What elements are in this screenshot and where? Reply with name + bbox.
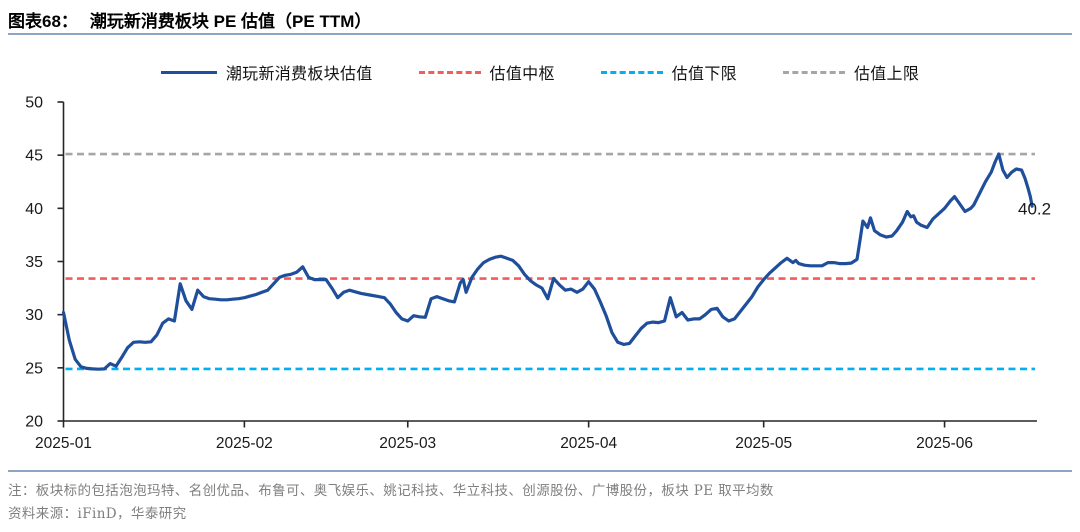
solid-line-swatch-icon [160,70,217,74]
x-tick-label: 2025-03 [379,435,436,452]
y-tick-label: 40 [25,201,43,218]
y-tick-label: 30 [25,307,43,324]
legend-label: 估值中枢 [489,66,555,83]
x-tick-label: 2025-04 [560,435,617,452]
legend-label: 潮玩新消费板块估值 [225,66,373,83]
y-tick-label: 20 [25,414,43,431]
dashed-line-swatch-icon [600,70,663,74]
dashed-line-swatch-icon [782,70,845,74]
legend-label: 估值下限 [671,66,737,83]
y-tick-label: 25 [25,360,43,377]
y-tick-label: 35 [25,254,43,271]
y-tick-label: 50 [25,95,43,112]
figure-title: 潮玩新消费板块 PE 估值（PE TTM） [89,12,372,31]
source-line: 资料来源：iFinD，华泰研究 [8,506,187,522]
x-tick-label: 2025-02 [216,435,273,452]
series-line [61,152,1034,371]
legend-item-lower: 估值下限 [600,60,737,84]
notes-divider [8,470,1072,472]
chart-legend: 潮玩新消费板块估值 估值中枢 估值下限 估值上限 [0,60,1080,84]
x-tick-label: 2025-05 [735,435,792,452]
dashed-line-swatch-icon [418,70,481,74]
x-tick-label: 2025-01 [35,435,92,452]
series-end-value-label: 40.2 [1018,200,1051,219]
figure-number-label: 图表68： [8,12,78,31]
legend-item-upper: 估值上限 [782,60,920,84]
y-tick-label: 45 [25,148,43,165]
title-underline [8,33,1072,35]
legend-label: 估值上限 [853,66,920,83]
note-line: 注：板块标的包括泡泡玛特、名创优品、布鲁可、奥飞娱乐、姚记科技、华立科技、创源股… [8,483,774,499]
figure-header: 图表68： 潮玩新消费板块 PE 估值（PE TTM） [8,7,371,32]
legend-item-series: 潮玩新消费板块估值 [160,60,373,84]
legend-item-center: 估值中枢 [418,60,555,84]
x-tick-label: 2025-06 [916,435,973,452]
